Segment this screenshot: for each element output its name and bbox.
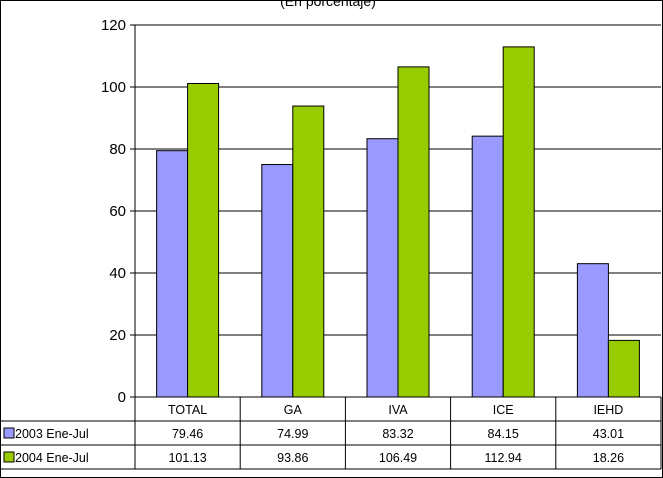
y-tick-label: 120 bbox=[101, 17, 126, 34]
legend-swatch bbox=[3, 427, 15, 439]
table-value: 83.32 bbox=[382, 427, 413, 441]
legend-label: 2003 Ene-Jul bbox=[15, 427, 89, 441]
legend-swatch bbox=[3, 451, 15, 463]
bar-2003-total bbox=[156, 150, 189, 398]
table-value: 74.99 bbox=[277, 427, 308, 441]
table-value: 106.49 bbox=[379, 451, 417, 465]
y-tick-label: 100 bbox=[101, 79, 126, 96]
category-label: IEHD bbox=[593, 403, 623, 417]
bar-2003-ice bbox=[471, 135, 504, 398]
bar-2004-total bbox=[187, 82, 220, 398]
bar-2004-iva bbox=[397, 66, 430, 398]
table-value: 79.46 bbox=[172, 427, 203, 441]
category-label: GA bbox=[284, 403, 303, 417]
y-tick-label: 20 bbox=[109, 327, 126, 344]
table-value: 18.26 bbox=[593, 451, 624, 465]
table-value: 112.94 bbox=[485, 451, 522, 465]
table-value: 93.86 bbox=[277, 451, 308, 465]
chart-subtitle: (En porcentaje) bbox=[280, 0, 376, 9]
y-tick-label: 0 bbox=[118, 389, 126, 406]
y-tick-label: 40 bbox=[109, 265, 126, 282]
y-tick-label: 80 bbox=[109, 141, 126, 158]
bar-2003-iva bbox=[366, 138, 399, 398]
category-label: ICE bbox=[493, 403, 514, 417]
y-tick-label: 60 bbox=[109, 203, 126, 220]
category-label: IVA bbox=[388, 403, 408, 417]
bar-2003-ga bbox=[261, 164, 294, 398]
legend-label: 2004 Ene-Jul bbox=[15, 451, 89, 465]
bar-2004-ice bbox=[502, 46, 535, 398]
table-value: 43.01 bbox=[593, 427, 624, 441]
table-value: 101.13 bbox=[168, 451, 206, 465]
bar-2004-ga bbox=[292, 105, 325, 398]
category-label: TOTAL bbox=[168, 403, 207, 417]
table-value: 84.15 bbox=[488, 427, 519, 441]
bar-2003-iehd bbox=[576, 263, 609, 398]
bar-2004-iehd bbox=[607, 339, 640, 398]
